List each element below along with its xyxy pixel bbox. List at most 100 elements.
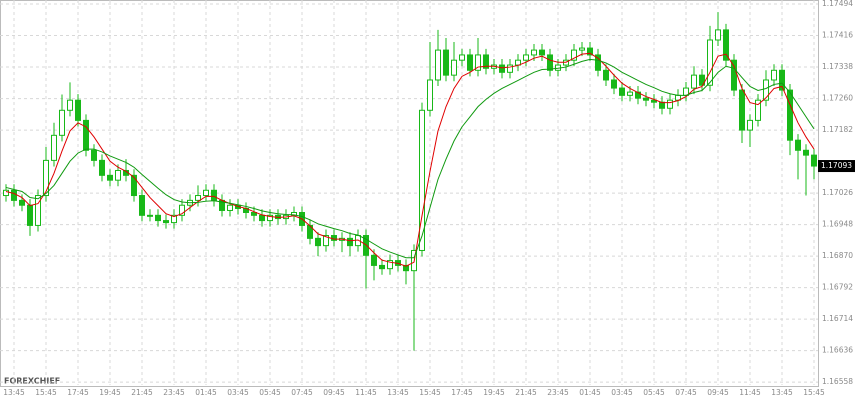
candle-body bbox=[203, 189, 209, 197]
candle-body bbox=[643, 97, 649, 101]
y-tick-label: 1.17182 bbox=[822, 125, 853, 134]
candle-body bbox=[27, 204, 33, 226]
candle-body bbox=[179, 204, 185, 216]
grid bbox=[0, 0, 818, 385]
x-tick-label: 09:45 bbox=[323, 388, 345, 397]
candle-body bbox=[435, 49, 441, 81]
candle-body bbox=[659, 101, 665, 109]
candle-body bbox=[691, 74, 697, 89]
x-tick-label: 23:45 bbox=[163, 388, 185, 397]
candle-body bbox=[251, 211, 257, 216]
x-tick-label: 19:45 bbox=[483, 388, 505, 397]
candle-body bbox=[259, 214, 265, 222]
y-tick-label: 1.17260 bbox=[822, 94, 853, 103]
x-tick-label: 15:45 bbox=[803, 388, 825, 397]
candle-body bbox=[763, 79, 769, 101]
candle-body bbox=[579, 47, 585, 51]
candle-body bbox=[595, 54, 601, 71]
candle-body bbox=[483, 54, 489, 69]
candle-body bbox=[43, 159, 49, 197]
x-tick-label: 01:45 bbox=[195, 388, 217, 397]
current-price-label: 1.17093 bbox=[821, 161, 852, 170]
candle-body bbox=[11, 189, 17, 201]
current-price-box bbox=[818, 160, 855, 173]
candle-body bbox=[427, 79, 433, 111]
x-tick-label: 17:45 bbox=[451, 388, 473, 397]
candle-body bbox=[459, 54, 465, 61]
candle-body bbox=[571, 49, 577, 61]
x-tick-label: 13:45 bbox=[771, 388, 793, 397]
y-tick-label: 1.17494 bbox=[822, 0, 853, 8]
candle-body bbox=[267, 214, 273, 222]
candle-body bbox=[379, 264, 385, 270]
candle-body bbox=[99, 159, 105, 176]
candle-body bbox=[83, 119, 89, 151]
candle-body bbox=[371, 254, 377, 266]
candle-body bbox=[539, 49, 545, 56]
x-tick-label: 11:45 bbox=[355, 388, 377, 397]
candle-body bbox=[779, 69, 785, 91]
candle-body bbox=[611, 79, 617, 89]
candle-body bbox=[211, 189, 217, 201]
candle-body bbox=[59, 109, 65, 136]
candle-body bbox=[115, 169, 121, 181]
candle-body bbox=[195, 195, 201, 201]
candle-body bbox=[723, 29, 729, 61]
x-tick-label: 23:45 bbox=[547, 388, 569, 397]
candle-body bbox=[171, 214, 177, 224]
x-tick-label: 19:45 bbox=[99, 388, 121, 397]
x-tick-label: 01:45 bbox=[579, 388, 601, 397]
x-tick-label: 09:45 bbox=[707, 388, 729, 397]
candle-body bbox=[587, 47, 593, 56]
candle-body bbox=[731, 59, 737, 91]
y-tick-label: 1.17416 bbox=[822, 31, 853, 40]
candle-body bbox=[603, 69, 609, 81]
candle-body bbox=[795, 139, 801, 151]
candle-body bbox=[451, 59, 457, 76]
candle-body bbox=[443, 49, 449, 76]
candle-body bbox=[547, 54, 553, 71]
candle-body bbox=[107, 174, 113, 181]
candle-body bbox=[699, 74, 705, 86]
x-tick-label: 15:45 bbox=[35, 388, 57, 397]
candle-body bbox=[755, 99, 761, 121]
candle-body bbox=[147, 214, 153, 217]
x-tick-label: 11:45 bbox=[739, 388, 761, 397]
candle-body bbox=[387, 260, 393, 270]
x-tick-label: 13:45 bbox=[387, 388, 409, 397]
x-tick-label: 15:45 bbox=[419, 388, 441, 397]
y-tick-label: 1.17026 bbox=[822, 188, 853, 197]
y-tick-label: 1.16792 bbox=[822, 283, 853, 292]
candle-body bbox=[475, 54, 481, 71]
candle-body bbox=[651, 99, 657, 103]
candle-body bbox=[91, 149, 97, 161]
y-tick-label: 1.16948 bbox=[822, 220, 853, 229]
candle-body bbox=[523, 54, 529, 61]
candle-body bbox=[619, 87, 625, 96]
candle-body bbox=[715, 29, 721, 41]
candle-body bbox=[467, 54, 473, 71]
candle-body bbox=[403, 264, 409, 272]
x-tick-label: 17:45 bbox=[67, 388, 89, 397]
x-tick-label: 05:45 bbox=[259, 388, 281, 397]
candle-body bbox=[131, 174, 137, 197]
candle-body bbox=[163, 220, 169, 224]
candle-body bbox=[803, 149, 809, 156]
candle-body bbox=[35, 195, 41, 226]
candle-body bbox=[323, 235, 329, 247]
candle-body bbox=[707, 39, 713, 86]
candle-body bbox=[227, 204, 233, 211]
candle-body bbox=[531, 49, 537, 56]
y-tick-label: 1.16636 bbox=[822, 346, 853, 355]
candle-body bbox=[507, 64, 513, 73]
brand: FOREXCHIEF bbox=[4, 377, 60, 386]
candle-body bbox=[155, 214, 161, 222]
x-tick-label: 21:45 bbox=[515, 388, 537, 397]
x-tick-label: 03:45 bbox=[611, 388, 633, 397]
candle-body bbox=[747, 119, 753, 131]
candle-body bbox=[315, 237, 321, 247]
x-tick-label: 05:45 bbox=[643, 388, 665, 397]
y-tick-label: 1.16870 bbox=[822, 251, 853, 260]
candle-body bbox=[19, 199, 25, 206]
